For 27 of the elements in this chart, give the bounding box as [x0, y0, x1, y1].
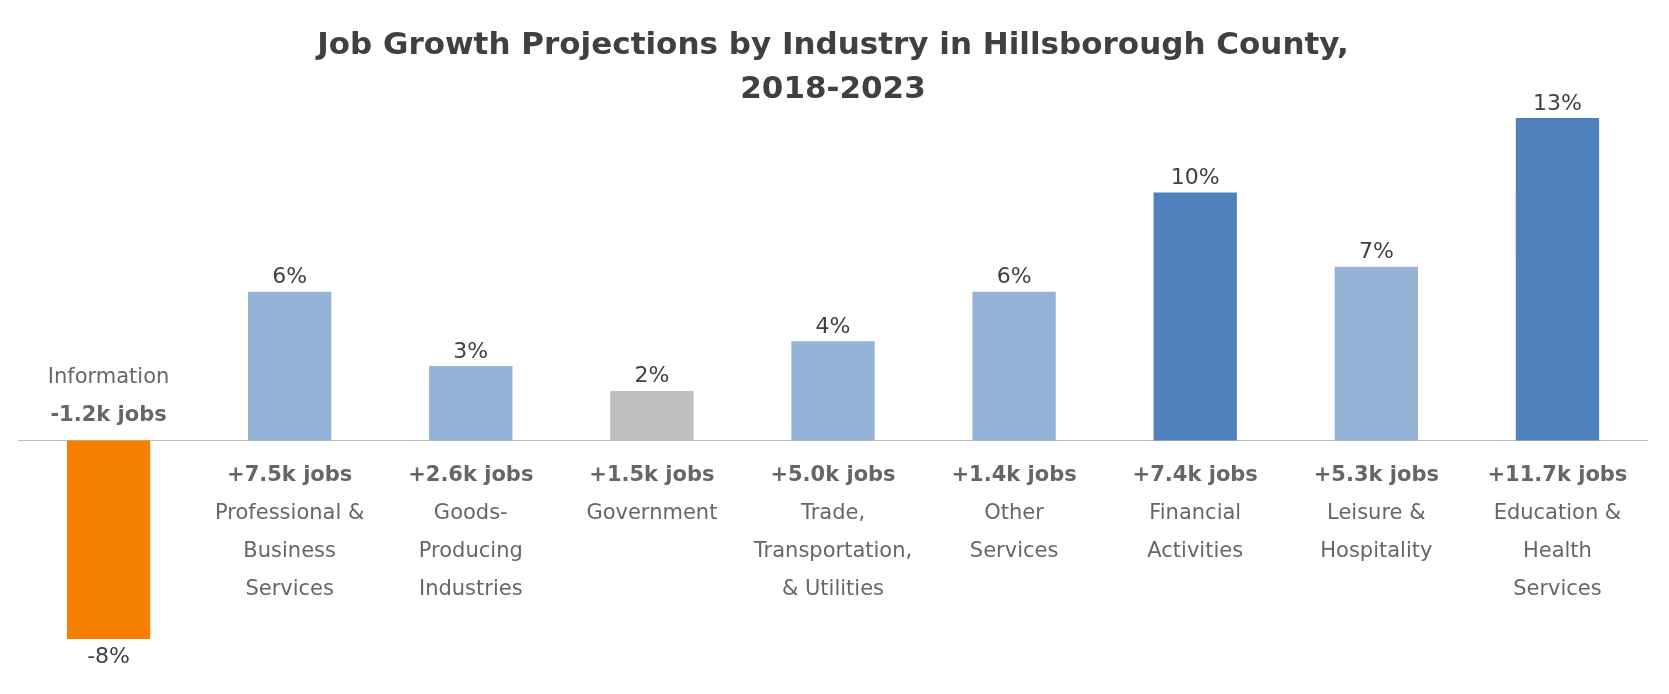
x-tick-label: +5.3k jobs Leisure & Hospitality — [1313, 461, 1439, 562]
x-tick-label: +1.5k jobs Government — [586, 461, 718, 524]
bar — [1153, 192, 1237, 441]
data-label: 13% — [1532, 89, 1582, 115]
data-label: 6% — [996, 263, 1032, 289]
x-tick-label: +7.5k jobs Professional & Business Services — [215, 461, 365, 600]
x-tick-label: +5.0k jobs Trade, Transportation, & Utilities — [752, 461, 913, 600]
x-tick-label: +2.6k jobs Goods- Producing Industries — [408, 461, 534, 600]
bar — [429, 366, 513, 441]
bar — [1515, 118, 1600, 441]
data-label: 7% — [1358, 238, 1394, 264]
bar — [972, 291, 1056, 441]
bar — [1334, 266, 1418, 441]
data-label: 10% — [1170, 163, 1220, 189]
x-tick-label: +11.7k jobs Education & Health Services — [1487, 461, 1628, 600]
data-label: 3% — [453, 337, 489, 363]
x-tick-label: Information -1.2k jobs — [47, 363, 170, 426]
data-label: 4% — [815, 312, 851, 338]
x-tick-label: +1.4k jobs Other Services — [951, 461, 1077, 562]
chart-title: Job Growth Projections by Industry in Hillsborough County, 2018-2023 — [315, 25, 1349, 105]
bar — [248, 291, 332, 441]
bar — [66, 440, 151, 639]
bar — [791, 341, 875, 441]
data-label: -8% — [87, 642, 130, 668]
x-tick-label: +7.4k jobs Financial Activities — [1132, 461, 1258, 562]
data-label: 2% — [634, 362, 670, 388]
data-label: 6% — [272, 263, 308, 289]
